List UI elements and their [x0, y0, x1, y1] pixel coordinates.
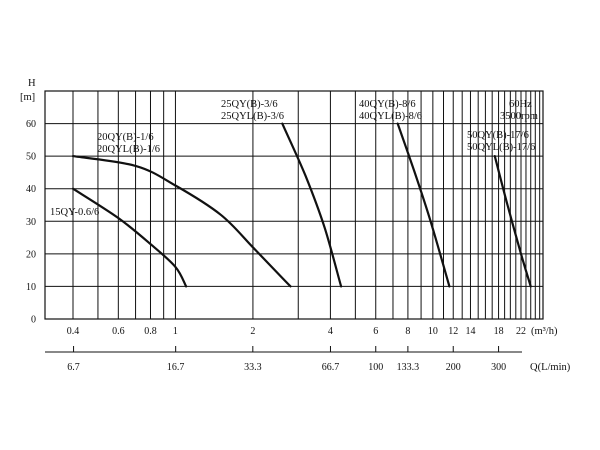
series-label-40a: 40QY(B)-8/6 [359, 99, 416, 110]
secondary-tick-label: 100 [368, 362, 383, 373]
x-axis-unit: (m³/h) [531, 326, 558, 337]
x-tick-label: 0.8 [144, 326, 157, 337]
y-axis-ticks: 0 10 20 30 40 50 60 [26, 119, 36, 325]
series-label-15: 15QY-0.6/6 [50, 207, 99, 218]
y-tick-label: 30 [26, 217, 36, 228]
curves [71, 122, 532, 288]
y-tick-label: 0 [31, 315, 36, 326]
series-label-20a: 20QY(B)-1/6 [97, 132, 154, 143]
x-tick-label: 8 [405, 326, 410, 337]
series-curve-2 [281, 122, 343, 288]
x-tick-label: 2 [250, 326, 255, 337]
y-tick-label: 50 [26, 152, 36, 163]
series-curve-3 [396, 122, 451, 288]
series-label-25b: 25QYL(B)-3/6 [221, 111, 284, 122]
y-tick-label: 40 [26, 184, 36, 195]
secondary-tick-label: 6.7 [67, 362, 80, 373]
y-axis-label: H [28, 78, 36, 89]
series-label-50a: 50QY(B)-17/6 [467, 130, 529, 141]
plot-frame [44, 90, 544, 320]
y-axis-unit: [m] [20, 92, 35, 103]
secondary-tick-label: 200 [446, 362, 461, 373]
series-curve-0 [71, 187, 188, 288]
secondary-tick-label: 66.7 [322, 362, 340, 373]
series-curve-4 [493, 155, 532, 288]
series-label-20b: 20QYL(B)-1/6 [97, 144, 160, 155]
y-tick-label: 10 [26, 282, 36, 293]
x-tick-label: 14 [465, 326, 475, 337]
secondary-axis-unit: Q(L/min) [530, 362, 571, 373]
x-tick-label: 0.6 [112, 326, 125, 337]
y-tick-label: 60 [26, 119, 36, 130]
y-tick-label: 20 [26, 249, 36, 260]
secondary-tick-label: 16.7 [167, 362, 185, 373]
series-label-40b: 40QYL(B)-8/6 [359, 111, 422, 122]
x-tick-label: 18 [494, 326, 504, 337]
x-tick-label: 1 [173, 326, 178, 337]
x-tick-label: 22 [516, 326, 526, 337]
x-axis-ticks: 0.4 0.6 0.8 1 2 4 6 8 10 12 14 18 22 [67, 326, 526, 337]
x-tick-label: 0.4 [67, 326, 80, 337]
x-tick-label: 6 [373, 326, 378, 337]
grid [45, 91, 543, 319]
series-label-25a: 25QY(B)-3/6 [221, 99, 278, 110]
series-label-50b: 50QYL(B)-17/6 [467, 142, 535, 153]
secondary-tick-label: 33.3 [244, 362, 262, 373]
x-tick-label: 12 [448, 326, 458, 337]
secondary-tick-label: 300 [491, 362, 506, 373]
secondary-tick-label: 133.3 [397, 362, 420, 373]
annotation-rpm: 3500rpm [500, 111, 538, 122]
annotation-frequency: 60Hz [509, 99, 532, 110]
x-tick-label: 4 [328, 326, 333, 337]
series-curve-1 [71, 155, 292, 288]
x-tick-label: 10 [428, 326, 438, 337]
secondary-axis-ticks: 6.7 16.7 33.3 66.7 100 133.3 200 300 [67, 346, 506, 373]
